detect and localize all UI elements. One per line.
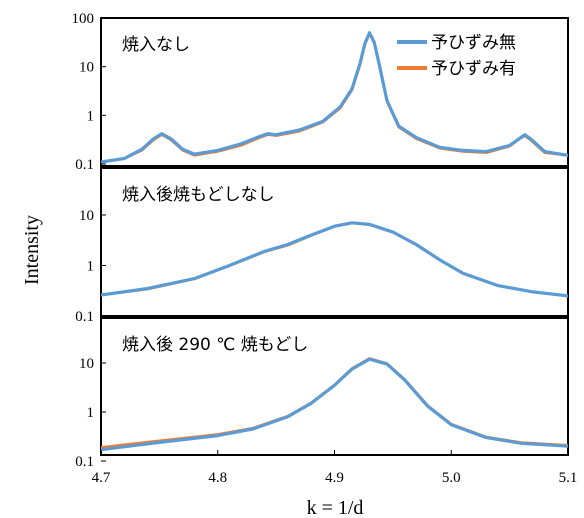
x-tick-label: 5.0 xyxy=(442,470,461,486)
y-axis-title: Intensity xyxy=(21,215,43,285)
y-tick-label: 0.1 xyxy=(75,454,94,470)
legend-label: 予ひずみ有 xyxy=(431,59,516,79)
x-tick-label: 4.9 xyxy=(325,470,344,486)
series-line xyxy=(101,357,568,449)
panel-label: 焼入後 290 ℃ 焼もどし xyxy=(122,335,308,355)
y-tick-label: 0.1 xyxy=(75,309,94,325)
x-tick-label: 5.1 xyxy=(559,470,578,486)
panel-frame xyxy=(100,167,569,317)
panel-3: 0.1 1 10 焼入後 290 ℃ 焼もどし xyxy=(75,317,569,470)
panel-2: 0.1 1 10 焼入後焼もどしなし xyxy=(75,167,569,325)
y-tick-label: 10 xyxy=(79,60,94,76)
y-tick-label: 1 xyxy=(87,405,95,421)
series-line xyxy=(101,357,568,452)
panel-frame xyxy=(100,17,569,167)
y-tick-label: 100 xyxy=(72,11,95,27)
series-line xyxy=(101,31,568,164)
series-line xyxy=(101,221,568,298)
y-tick-label: 0.1 xyxy=(75,157,94,173)
y-tick-label: 10 xyxy=(79,208,94,224)
y-tick-label: 1 xyxy=(87,259,95,275)
x-tick-label: 4.7 xyxy=(92,470,111,486)
legend-label: 予ひずみ無 xyxy=(431,33,516,53)
x-axis-title: k = 1/d xyxy=(307,497,364,518)
y-tick-label: 1 xyxy=(87,108,95,124)
panel-label: 焼入なし xyxy=(122,35,190,55)
panel-1: 0.1 1 10 100 焼入なし xyxy=(72,11,569,173)
y-tick-label: 10 xyxy=(79,356,94,372)
panel-label: 焼入後焼もどしなし xyxy=(122,185,275,205)
x-tick-label: 4.8 xyxy=(208,470,227,486)
